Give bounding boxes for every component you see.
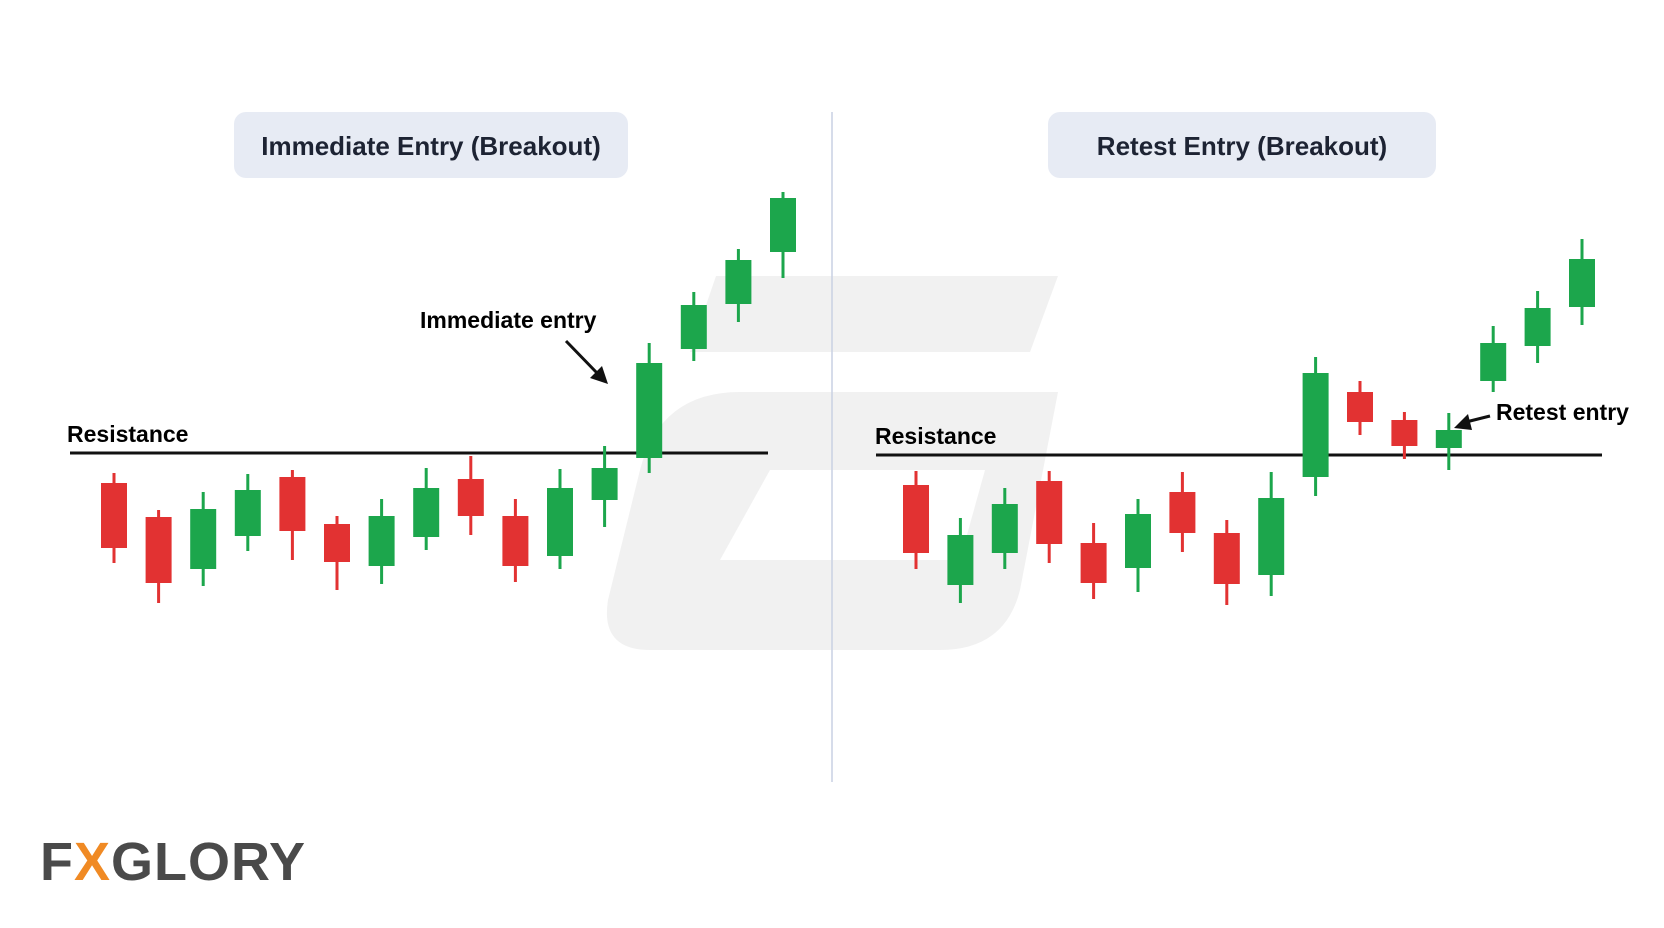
panel-immediate-entry: Immediate Entry (Breakout) Resistance Im…	[67, 112, 796, 603]
candle-up	[1480, 326, 1507, 392]
candle-down	[1347, 381, 1373, 435]
candle-down	[457, 456, 484, 535]
panel-title-pill	[1048, 112, 1436, 178]
candle-body	[770, 198, 796, 252]
candle-body	[502, 516, 529, 566]
panel-title: Retest Entry (Breakout)	[1097, 131, 1387, 161]
candle-body	[1080, 543, 1107, 583]
candle-up	[190, 492, 217, 586]
candle-down	[903, 471, 929, 569]
candle-down	[502, 499, 529, 582]
candle-up	[413, 468, 440, 550]
candle-down	[145, 510, 172, 603]
logo-text-after: GLORY	[111, 832, 306, 892]
entry-label: Immediate entry	[420, 307, 597, 333]
candle-up	[368, 499, 395, 584]
candle-body	[1125, 514, 1151, 568]
candle-body	[947, 535, 974, 585]
candle-body	[1169, 492, 1196, 533]
logo-text-accent: X	[74, 832, 111, 892]
candle-body	[279, 477, 306, 531]
candle-up	[1302, 357, 1329, 496]
candle-down	[279, 470, 306, 560]
resistance-label: Resistance	[875, 423, 996, 449]
candle-up	[234, 474, 261, 551]
candle-down	[324, 516, 350, 590]
candle-body	[1480, 343, 1507, 381]
candle-body	[368, 516, 395, 566]
candle-body	[1435, 430, 1462, 448]
candle-up	[591, 446, 618, 527]
candle-body	[1569, 259, 1595, 307]
candle-body	[991, 504, 1018, 553]
candle-body	[1524, 308, 1551, 346]
panel-retest-entry: Retest Entry (Breakout) Resistance Retes…	[875, 112, 1629, 605]
candle-down	[101, 473, 127, 563]
candle-body	[1391, 420, 1418, 446]
candle-up	[947, 518, 974, 603]
candle-body	[190, 509, 217, 569]
svg-text:FXGLORY: FXGLORY	[40, 832, 306, 892]
candle-body	[547, 488, 573, 556]
candle-body	[725, 260, 752, 304]
fxglory-logo: FXGLORY	[40, 832, 306, 892]
candle-body	[1302, 373, 1329, 477]
candle-body	[1036, 481, 1063, 544]
candle-body	[1347, 392, 1373, 422]
candle-body	[145, 517, 172, 583]
candle-body	[591, 468, 618, 500]
candle-body	[636, 363, 663, 458]
candle-up	[1524, 291, 1551, 363]
candle-body	[324, 524, 350, 562]
candle-up	[991, 488, 1018, 569]
candle-up	[1569, 239, 1595, 325]
candle-up	[547, 469, 573, 569]
panel-title: Immediate Entry (Breakout)	[261, 131, 601, 161]
candle-body	[234, 490, 261, 536]
candle-up	[1258, 472, 1285, 596]
candle-body	[1213, 533, 1240, 584]
candle-up	[680, 292, 707, 361]
candle-down	[1080, 523, 1107, 599]
candle-up	[770, 192, 796, 278]
arrow-icon	[1454, 414, 1491, 430]
candle-up	[1435, 413, 1462, 470]
candle-body	[903, 485, 929, 553]
candle-body	[1258, 498, 1285, 575]
candles-group	[903, 239, 1595, 605]
candle-down	[1036, 471, 1063, 563]
resistance-label: Resistance	[67, 421, 188, 447]
candle-body	[457, 479, 484, 516]
candle-up	[1125, 499, 1151, 592]
candle-body	[101, 483, 127, 548]
panel-title-pill	[234, 112, 628, 178]
candle-down	[1213, 520, 1240, 605]
candle-up	[636, 343, 663, 473]
logo-text-before: F	[40, 832, 74, 892]
arrow-icon	[564, 339, 608, 384]
entry-label: Retest entry	[1496, 399, 1629, 425]
candles-group	[101, 192, 796, 603]
candle-body	[413, 488, 440, 537]
candle-up	[725, 249, 752, 322]
candle-down	[1391, 412, 1418, 459]
candle-down	[1169, 472, 1196, 552]
candle-body	[680, 305, 707, 349]
